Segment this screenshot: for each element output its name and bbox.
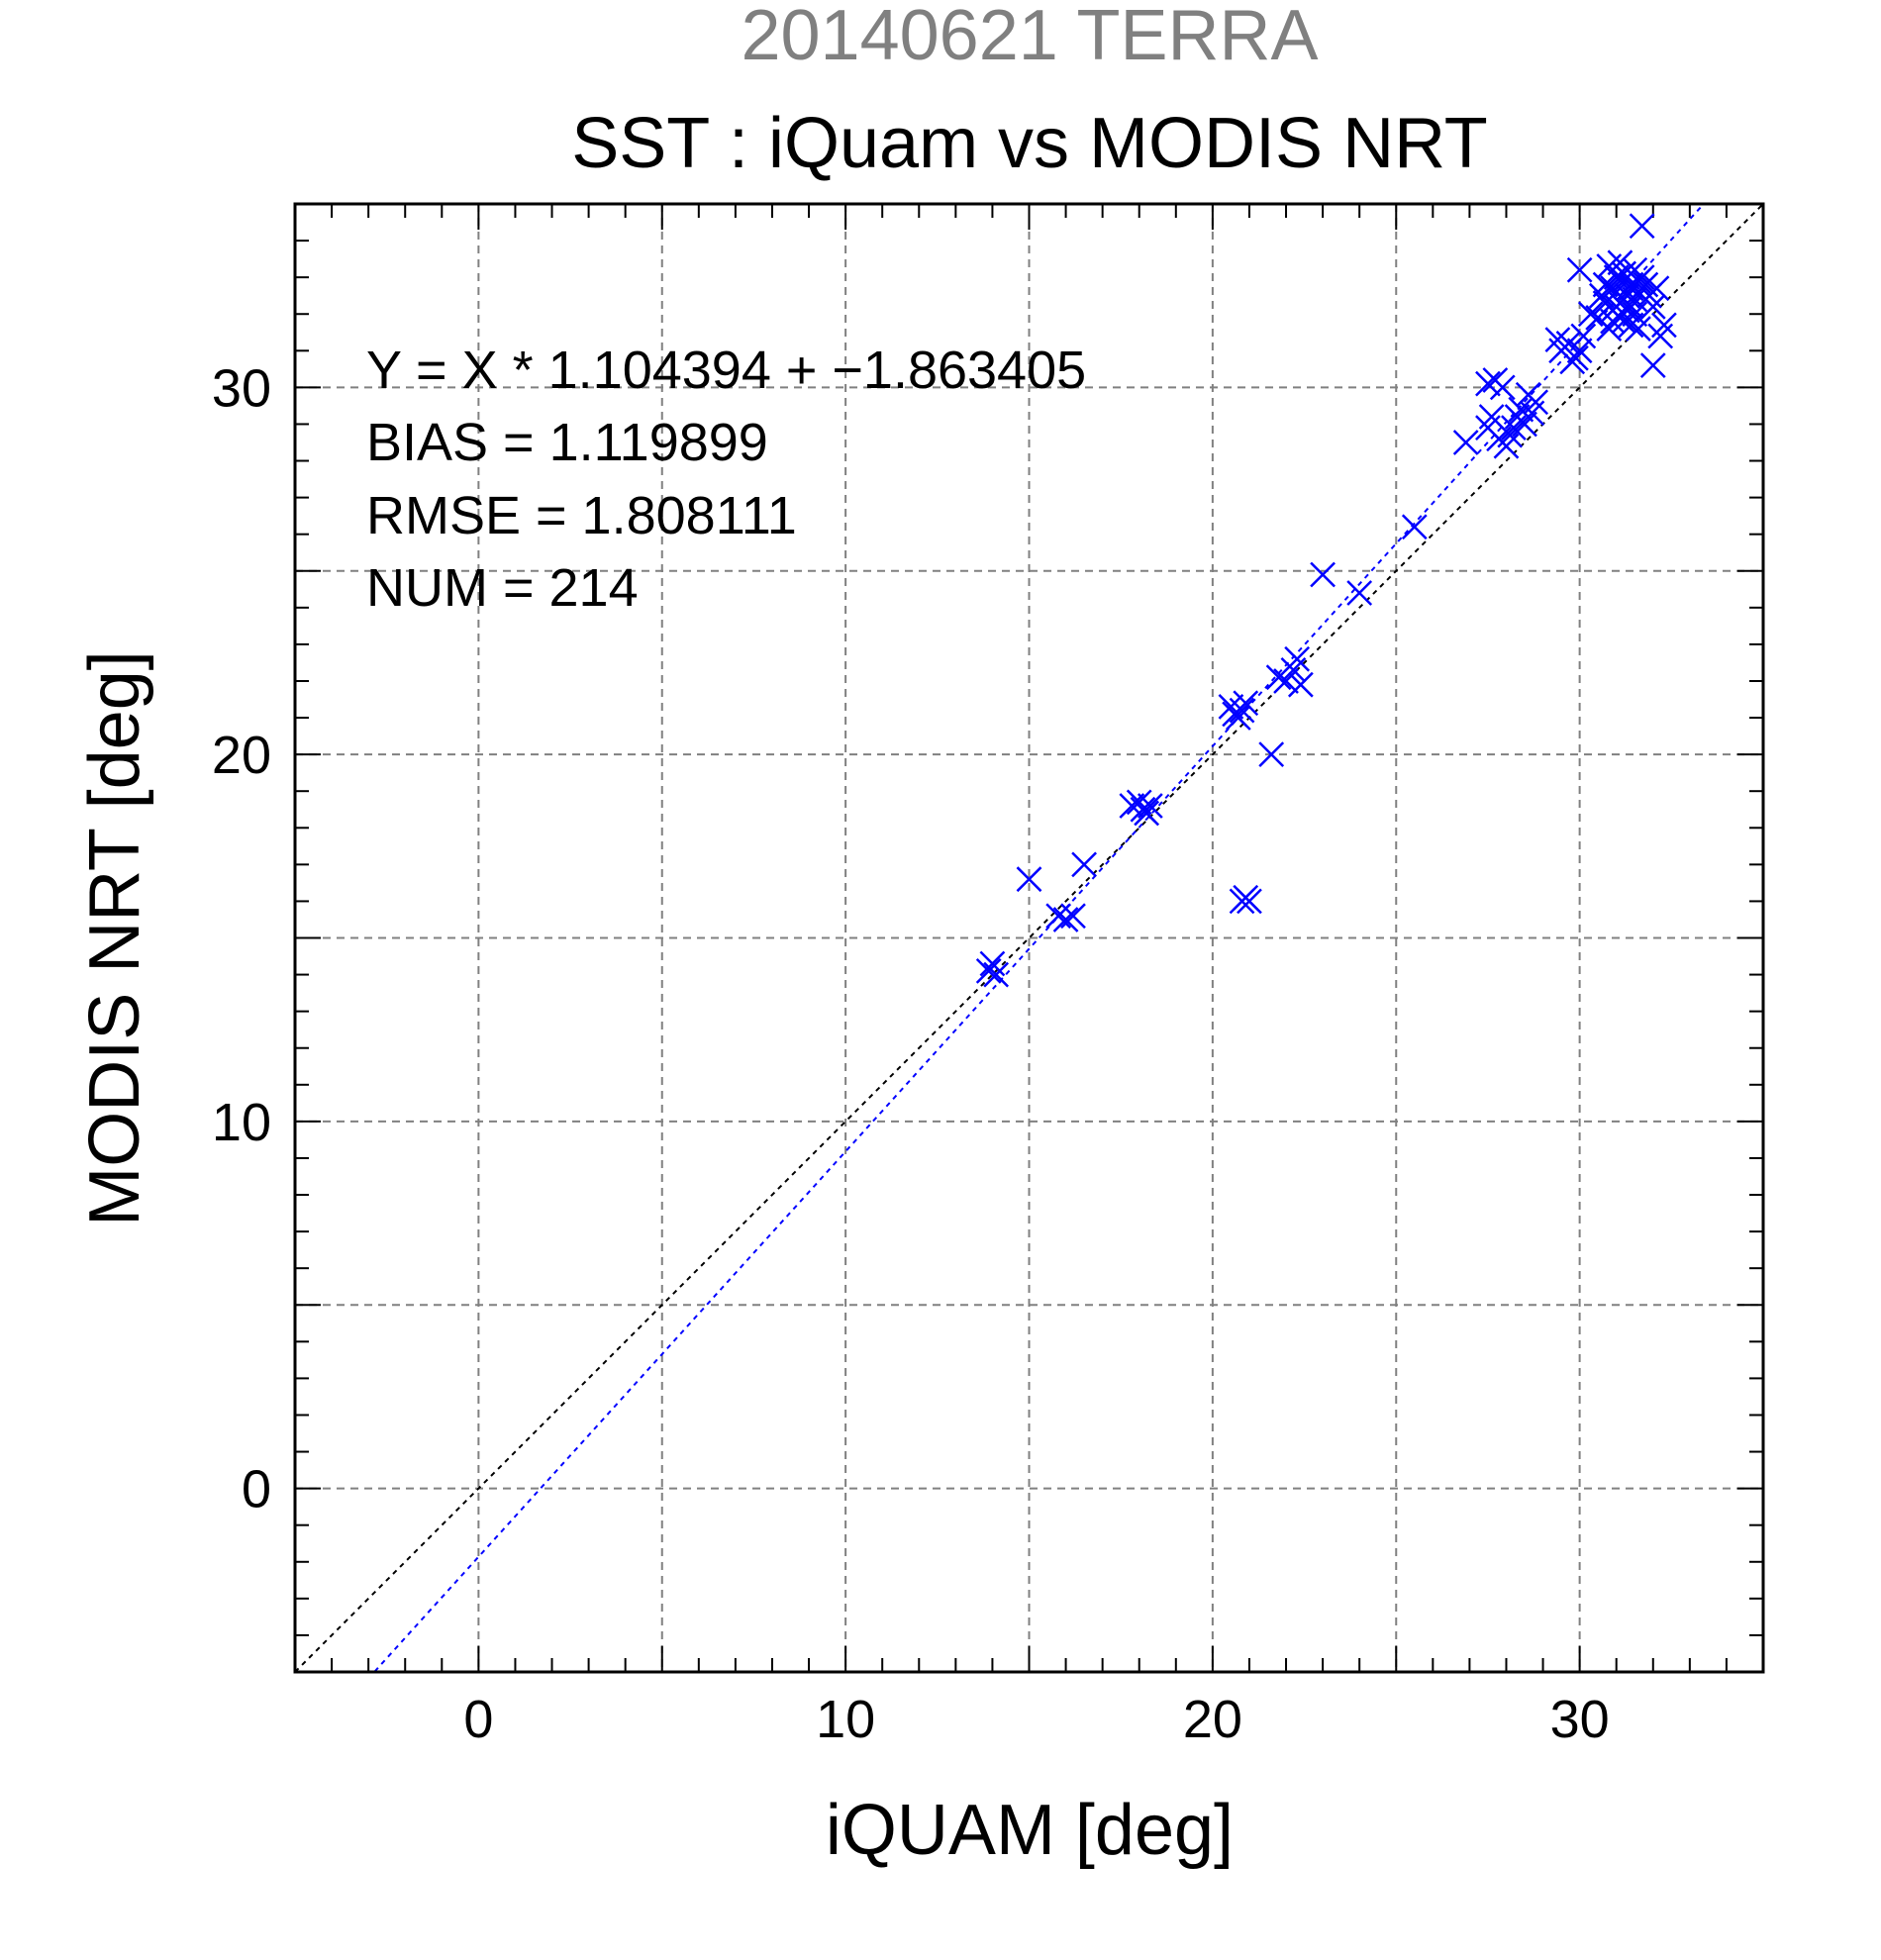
data-point [1401,514,1428,540]
data-point [1618,293,1644,320]
data-point [1622,286,1648,313]
annotation-fit-equation: Y = X * 1.104394 + −1.863405 [366,341,1086,400]
x-tick-label: 30 [1550,1690,1610,1749]
data-point [1071,851,1097,878]
data-point [1273,668,1299,694]
data-point [1016,866,1042,893]
data-point [1052,907,1079,932]
x-tick-labels: 0 10 20 30 [463,1690,1609,1749]
y-tick-labels: 0 10 20 30 [212,358,271,1519]
data-point [1237,888,1262,915]
data-point [1225,705,1251,731]
data-point [1233,690,1259,717]
x-tick-label: 20 [1183,1690,1242,1749]
data-point [1310,561,1336,588]
data-point [1596,316,1623,342]
data-point [1229,697,1255,724]
x-tick-label: 0 [463,1690,493,1749]
data-point [1452,430,1479,455]
data-point [1639,352,1666,379]
grid [295,204,1763,1672]
data-point [1258,741,1285,768]
y-axis-label: MODIS NRT [deg] [75,650,154,1226]
chart-subtitle: SST : iQuam vs MODIS NRT [571,104,1488,183]
data-point [1489,374,1516,401]
minor-ticks [295,204,1763,1672]
data-point [1643,275,1670,302]
data-point [1137,793,1163,819]
data-point [1566,338,1593,364]
data-point [1287,671,1314,698]
y-tick-label: 0 [242,1460,271,1519]
data-point [1504,404,1531,430]
annotation-bias: BIAS = 1.119899 [366,413,768,472]
annotation-rmse: RMSE = 1.808111 [366,486,797,545]
y-tick-label: 10 [212,1093,271,1152]
data-point [1475,370,1501,397]
annotation-num: NUM = 214 [366,558,639,618]
x-tick-label: 10 [816,1690,875,1749]
plot-frame [293,202,1765,1674]
y-tick-label: 30 [212,358,271,418]
data-point [1611,308,1636,335]
data-point [983,961,1010,988]
data-point [1134,800,1160,827]
data-point [1629,213,1655,240]
data-point [1651,312,1677,339]
data-point [1519,400,1545,427]
data-point [1060,903,1086,930]
x-axis-label: iQUAM [deg] [826,1791,1234,1870]
data-point [1559,348,1586,375]
chart-title: 20140621 TERRA [741,0,1318,75]
data-point [1346,580,1373,606]
data-point [1626,316,1651,342]
data-point [1475,415,1501,441]
y-tick-label: 20 [212,726,271,785]
data-points [975,213,1677,988]
data-point [1497,422,1524,448]
data-point [1577,301,1604,328]
data-point [1570,323,1597,349]
data-point [1284,645,1311,672]
data-point [1629,264,1655,291]
data-point [1566,256,1593,283]
data-point [975,957,1002,984]
